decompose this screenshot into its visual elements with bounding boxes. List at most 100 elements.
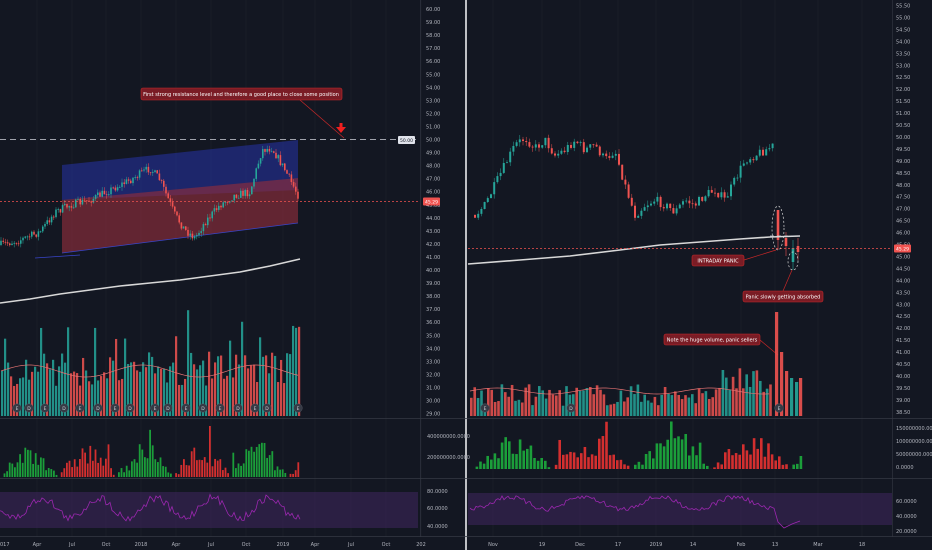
price-tick-label: 46.00 <box>426 190 440 196</box>
volume-bar <box>514 400 517 416</box>
oscillator-bar <box>608 455 612 469</box>
volume-bar <box>175 336 178 416</box>
left-price-axis[interactable]: 60.00 59.00 58.00 57.00 56.00 55.00 54.00 53.00… <box>426 7 440 418</box>
volume-bar <box>79 385 82 416</box>
left-time-axis[interactable]: 017 Apr Jul Oct 2018 Apr Jul Oct 2019 Apr Jul Oct 20… <box>0 542 426 548</box>
candle-body <box>141 170 143 172</box>
earnings-marker-label: E <box>484 406 487 412</box>
volume-bar <box>551 394 555 416</box>
absorption-annotation[interactable]: Panic slowly getting absorbed <box>742 269 824 303</box>
candle-body <box>685 200 688 202</box>
oscillator-bar <box>118 472 120 477</box>
candle-body <box>586 147 588 153</box>
left-oscillator-axis: 400000000.0000 200000000.0000 <box>427 434 470 461</box>
candle-body <box>229 201 231 203</box>
candle-body <box>50 216 53 223</box>
candle-body <box>160 180 163 181</box>
candle-body <box>224 202 227 203</box>
volume-bar <box>558 390 561 416</box>
candle-body <box>264 149 266 152</box>
candle-body <box>758 149 761 156</box>
oscillator-bar <box>634 464 637 469</box>
volume-bar <box>510 384 514 416</box>
price-tick-label: 60.00 <box>426 7 440 13</box>
volume-bar <box>91 384 94 416</box>
volume-bar <box>731 376 735 416</box>
candle-body <box>284 163 286 171</box>
volume-annotation[interactable]: Note the huge volume, panic sellers <box>663 333 779 356</box>
volume-bar <box>43 353 46 416</box>
oscillator-bar <box>235 468 237 477</box>
oscillator-bar <box>253 451 255 477</box>
candle-body <box>646 205 649 208</box>
volume-bar <box>241 321 244 416</box>
candle-body <box>136 177 139 178</box>
time-tick-label: Nov <box>488 542 498 548</box>
candle-body <box>493 182 496 195</box>
oscillator-bar <box>123 472 125 477</box>
resistance-annotation[interactable]: First strong resistance level and theref… <box>140 87 345 139</box>
price-tick-label: 39.00 <box>426 281 440 287</box>
volume-bar <box>708 398 711 416</box>
volume-bar <box>623 401 626 416</box>
volume-bar <box>592 394 595 416</box>
candle-body <box>185 226 187 230</box>
oscillator-bar <box>281 469 284 477</box>
oscillator-bar <box>73 459 76 477</box>
panic-volume-bar <box>780 352 784 416</box>
volume-bar <box>184 378 187 416</box>
oscillator-bar <box>292 473 294 477</box>
price-tick-label: 38.00 <box>426 294 440 300</box>
candle-body <box>547 137 550 149</box>
volume-bar <box>139 371 142 416</box>
earnings-marker <box>59 403 69 413</box>
time-tick-label: 202 <box>416 542 426 548</box>
candle-body <box>207 217 209 226</box>
volume-bar <box>599 389 602 416</box>
candle-body <box>70 206 73 208</box>
volume-bar <box>148 352 151 416</box>
volume-bar <box>595 385 599 416</box>
oscillator-bar <box>662 446 666 469</box>
left-price-pane[interactable]: First strong resistance level and theref… <box>0 87 418 304</box>
candle-body <box>771 143 774 149</box>
left-volume-pane <box>0 310 301 416</box>
candle-body <box>15 242 18 244</box>
volume-bar <box>541 390 544 416</box>
volume-bar <box>145 367 148 416</box>
oscillator-bar <box>738 454 741 469</box>
price-tick-label: 45.00 <box>426 203 440 209</box>
oscillator-bar <box>493 453 497 469</box>
candle-body <box>643 207 646 211</box>
candle-body <box>701 196 704 201</box>
volume-bar <box>298 326 301 416</box>
volume-bar <box>199 365 202 416</box>
candle-body <box>77 199 79 200</box>
oscillator-bar <box>240 465 242 477</box>
oscillator-bar <box>6 471 8 477</box>
right-price-pane[interactable]: INTRADAY PANIC Panic slowly getting abso… <box>467 134 892 356</box>
volume-bar <box>142 362 145 416</box>
earnings-marker <box>566 403 576 413</box>
volume-bar <box>181 384 184 416</box>
earnings-marker <box>480 403 490 413</box>
candle-body <box>237 197 240 199</box>
oscillator-bar <box>297 462 300 477</box>
intraday-panic-annotation[interactable]: INTRADAY PANIC <box>691 249 777 267</box>
price-tick-label: 44.50 <box>896 266 910 272</box>
oscillator-tick-label: 400000000.0000 <box>427 434 470 440</box>
candle-body <box>123 182 125 184</box>
right-price-axis[interactable]: 55.50 55.00 54.50 54.00 53.50 53.00 52.50 52.00… <box>896 4 910 416</box>
candle-body <box>101 190 103 197</box>
candle-body <box>204 224 207 226</box>
earnings-marker-label: D <box>166 406 170 412</box>
candle-body <box>35 234 37 237</box>
volume-bar <box>725 377 728 416</box>
price-tick-label: 41.00 <box>896 350 910 356</box>
volume-bar <box>100 376 103 416</box>
candle-body <box>515 142 518 146</box>
candle-body <box>525 141 528 143</box>
candle-body <box>246 189 249 197</box>
right-time-axis[interactable]: Nov 19 Dec 17 2019 14 Feb 13 Mar 18 <box>488 542 865 548</box>
